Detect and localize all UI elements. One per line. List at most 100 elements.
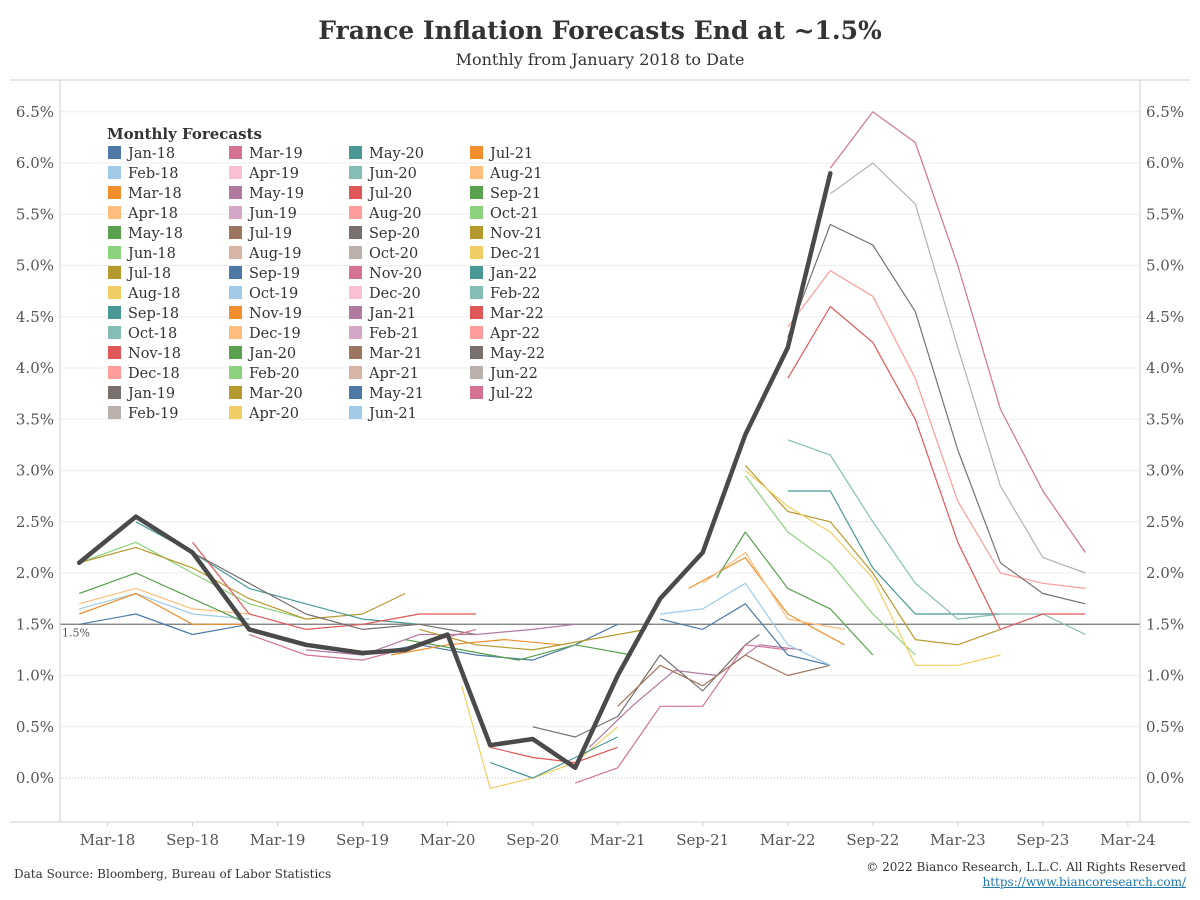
legend-label: Nov-21: [490, 226, 543, 242]
legend-label: Jun-22: [488, 366, 538, 382]
legend-swatch: [229, 386, 242, 399]
y-tick-label-right: 3.0%: [1146, 462, 1184, 480]
legend-label: Nov-20: [369, 266, 422, 282]
legend-label: Apr-22: [489, 326, 540, 342]
forecast-line-may-18: [78, 572, 250, 625]
forecast-line-jun-21: [660, 582, 831, 666]
legend-swatch: [108, 286, 121, 299]
legend-label: Mar-20: [249, 386, 303, 402]
x-tick-label: Mar-19: [250, 831, 306, 849]
y-tick-label-right: 1.0%: [1146, 667, 1184, 685]
forecast-line-dec-21: [744, 470, 1001, 666]
x-tick-label: Mar-20: [420, 831, 476, 849]
legend-swatch: [229, 166, 242, 179]
legend-swatch: [470, 306, 483, 319]
forecast-line-mar-22: [787, 305, 1086, 630]
legend-label: May-20: [369, 146, 424, 162]
legend-label: Feb-18: [128, 166, 178, 182]
legend-label: Jun-21: [367, 406, 417, 422]
legend-label: Apr-21: [368, 366, 419, 382]
forecast-line-may-20: [489, 736, 618, 779]
legend-swatch: [349, 226, 362, 239]
legend-title: Monthly Forecasts: [107, 125, 262, 143]
legend-swatch: [470, 226, 483, 239]
legend-label: Aug-19: [248, 246, 301, 262]
y-tick-label-right: 5.0%: [1146, 257, 1184, 275]
legend-swatch: [108, 226, 121, 239]
forecast-line-jul-18: [79, 546, 406, 620]
legend-label: Dec-19: [249, 326, 301, 342]
legend-label: May-18: [128, 226, 183, 242]
website-link[interactable]: https://www.biancoresearch.com/: [982, 875, 1186, 889]
x-tick-label: Mar-21: [590, 831, 646, 849]
y-tick-label-left: 5.5%: [16, 205, 54, 223]
legend: Monthly Forecasts Jan-18 Feb-18 Mar-18 Apr-1…: [107, 125, 545, 422]
legend-label: Feb-22: [490, 286, 540, 302]
chart-title: France Inflation Forecasts End at ~1.5%: [318, 16, 882, 45]
legend-swatch: [349, 146, 362, 159]
legend-swatch: [229, 206, 242, 219]
forecast-line-sep-20: [532, 634, 760, 738]
legend-label: Jul-21: [488, 146, 533, 162]
forecast-line-nov-18: [192, 541, 476, 630]
y-tick-label-left: 0.5%: [16, 718, 54, 736]
legend-swatch: [229, 406, 242, 419]
y-tick-label-right: 5.5%: [1146, 205, 1184, 223]
legend-label: Feb-20: [249, 366, 299, 382]
forecast-line-jun-18: [78, 541, 307, 620]
legend-label: Oct-19: [249, 286, 298, 302]
legend-swatch: [470, 266, 483, 279]
legend-label: Nov-18: [128, 346, 181, 362]
y-tick-label-left: 0.0%: [16, 769, 54, 787]
legend-swatch: [108, 166, 121, 179]
legend-swatch: [108, 246, 121, 259]
grid-layer: [60, 111, 1140, 779]
legend-swatch: [229, 186, 242, 199]
legend-swatch: [229, 246, 242, 259]
y-tick-label-left: 6.5%: [16, 103, 54, 121]
legend-label: Jul-20: [367, 186, 412, 202]
legend-swatch: [229, 146, 242, 159]
y-tick-label-right: 6.5%: [1146, 103, 1184, 121]
x-tick-label: Sep-23: [1016, 831, 1069, 849]
legend-label: Jul-22: [488, 386, 533, 402]
legend-swatch: [470, 286, 483, 299]
legend-label: Jul-19: [247, 226, 292, 242]
forecast-line-apr-22: [787, 270, 1086, 589]
legend-swatch: [349, 186, 362, 199]
x-tick-label: Sep-19: [336, 831, 389, 849]
forecast-line-nov-20: [574, 644, 788, 784]
forecast-line-oct-21: [744, 475, 916, 656]
forecast-line-aug-21: [702, 551, 845, 630]
forecast-line-mar-21: [617, 654, 831, 707]
legend-swatch: [108, 266, 121, 279]
legend-swatch: [229, 346, 242, 359]
chart-subtitle: Monthly from January 2018 to Date: [455, 50, 745, 69]
legend-swatch: [349, 366, 362, 379]
legend-label: Sep-18: [128, 306, 179, 322]
legend-swatch: [470, 146, 483, 159]
forecast-line-feb-22: [787, 439, 1086, 636]
legend-swatch: [470, 166, 483, 179]
y-tick-label-left: 2.0%: [16, 564, 54, 582]
y-tick-label-left: 1.0%: [16, 667, 54, 685]
legend-label: Mar-22: [490, 306, 544, 322]
y-tick-label-left: 4.0%: [16, 359, 54, 377]
forecast-line-nov-19: [390, 639, 562, 656]
legend-label: May-22: [490, 346, 545, 362]
y-tick-label-left: 1.5%: [16, 615, 54, 633]
legend-label: Aug-21: [489, 166, 542, 182]
legend-label: Dec-20: [369, 286, 421, 302]
forecast-line-may-21: [660, 603, 831, 666]
legend-swatch: [470, 346, 483, 359]
forecast-line-jul-20: [490, 746, 618, 764]
x-tick-label: Mar-18: [80, 831, 136, 849]
legend-label: Jan-21: [367, 306, 416, 322]
forecast-line-jul-21: [688, 557, 845, 646]
forecast-line-jan-22: [787, 490, 1001, 615]
y-tick-label-right: 2.0%: [1146, 564, 1184, 582]
forecast-line-jun-22: [829, 162, 1086, 574]
legend-label: Jan-18: [126, 146, 175, 162]
x-tick-label: Sep-22: [846, 831, 899, 849]
